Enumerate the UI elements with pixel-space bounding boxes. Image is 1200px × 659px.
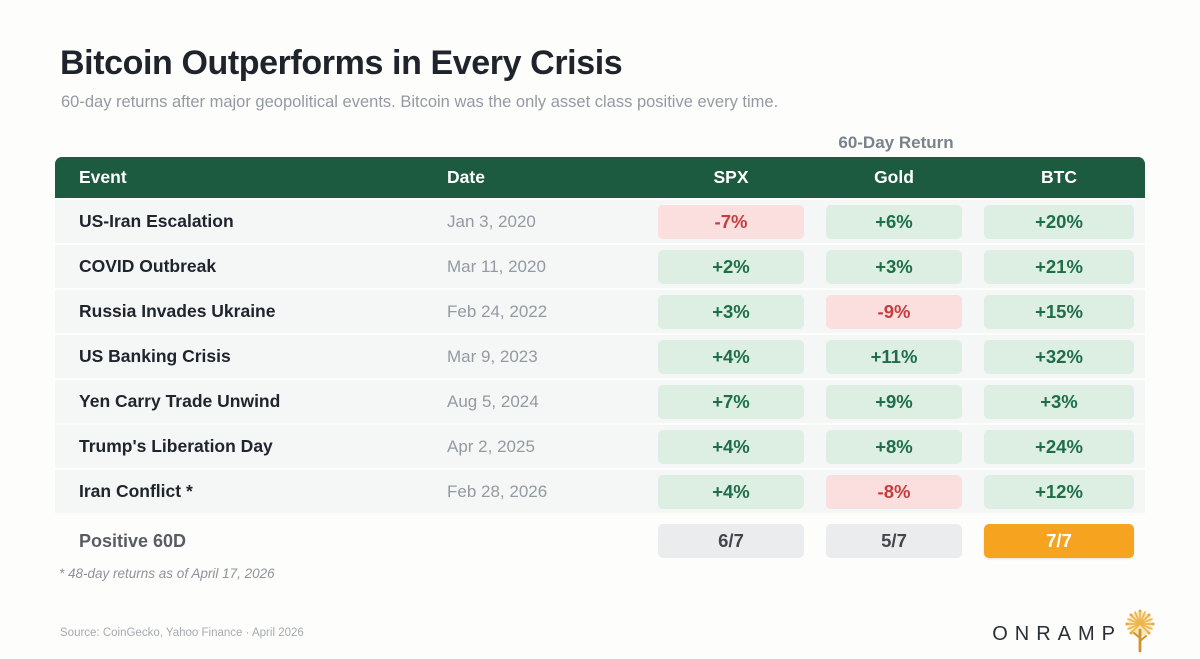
return-cell-spx: -7% <box>658 204 804 239</box>
return-cell-btc: +32% <box>984 339 1134 374</box>
table-row-covid-outbreak: COVID Outbreak Mar 11, 2020 +2% +3% +21% <box>55 245 1145 288</box>
summary-cell-btc: 7/7 <box>984 524 1134 558</box>
table-header-row: Event Date SPX Gold BTC <box>55 157 1145 198</box>
page-title: Bitcoin Outperforms in Every Crisis <box>60 44 623 82</box>
return-cell-spx: +2% <box>658 249 804 284</box>
col-header-event: Event <box>79 167 127 187</box>
col-header-gold: Gold <box>874 167 914 187</box>
return-cell-btc: +20% <box>984 204 1134 239</box>
table-row-us-banking-crisis: US Banking Crisis Mar 9, 2023 +4% +11% +… <box>55 335 1145 378</box>
return-cell-gold: +8% <box>826 429 962 464</box>
date-cell: Mar 9, 2023 <box>447 346 538 366</box>
date-cell: Mar 11, 2020 <box>447 256 546 276</box>
event-cell: US Banking Crisis <box>79 346 231 366</box>
table-row-trumps-liberation-day: Trump's Liberation Day Apr 2, 2025 +4% +… <box>55 425 1145 468</box>
return-cell-spx: +3% <box>658 294 804 329</box>
source-attribution: Source: CoinGecko, Yahoo Finance · April… <box>60 627 304 639</box>
date-cell: Feb 28, 2026 <box>447 481 548 501</box>
return-cell-gold: +11% <box>826 339 962 374</box>
summary-label: Positive 60D <box>79 530 187 551</box>
event-cell: Yen Carry Trade Unwind <box>79 391 281 411</box>
date-cell: Aug 5, 2024 <box>447 391 539 411</box>
group-header-60-day-return: 60-Day Return <box>838 133 954 152</box>
col-header-btc: BTC <box>1041 167 1077 187</box>
summary-cell-spx: 6/7 <box>658 524 804 558</box>
table-row-iran-conflict: Iran Conflict * Feb 28, 2026 +4% -8% +12… <box>55 470 1145 513</box>
event-cell: Russia Invades Ukraine <box>79 301 276 321</box>
date-cell: Apr 2, 2025 <box>447 436 535 456</box>
return-cell-gold: +6% <box>826 204 962 239</box>
event-cell: COVID Outbreak <box>79 256 217 276</box>
table-row-yen-carry-trade-unwind: Yen Carry Trade Unwind Aug 5, 2024 +7% +… <box>55 380 1145 423</box>
page-subtitle: 60-day returns after major geopolitical … <box>61 93 779 111</box>
tree-icon <box>1125 609 1155 653</box>
event-cell: Trump's Liberation Day <box>79 436 273 456</box>
table-row-us-iran-escalation: US-Iran Escalation Jan 3, 2020 -7% +6% +… <box>55 200 1145 243</box>
return-cell-gold: -8% <box>826 474 962 509</box>
return-cell-btc: +24% <box>984 429 1134 464</box>
return-cell-spx: +7% <box>658 384 804 419</box>
return-cell-btc: +15% <box>984 294 1134 329</box>
return-cell-spx: +4% <box>658 429 804 464</box>
date-cell: Jan 3, 2020 <box>447 211 536 231</box>
summary-row-positive-60d: Positive 60D 6/7 5/7 7/7 <box>55 519 1145 563</box>
event-cell: Iran Conflict * <box>79 481 193 501</box>
onramp-logo: ONRAMP <box>992 609 1162 654</box>
table-row-russia-invades-ukraine: Russia Invades Ukraine Feb 24, 2022 +3% … <box>55 290 1145 333</box>
footnote: * 48-day returns as of April 17, 2026 <box>59 566 275 581</box>
date-cell: Feb 24, 2022 <box>447 301 548 321</box>
return-cell-gold: -9% <box>826 294 962 329</box>
logo-wordmark: ONRAMP <box>992 622 1122 645</box>
summary-cell-gold: 5/7 <box>826 524 962 558</box>
event-cell: US-Iran Escalation <box>79 211 234 231</box>
return-cell-spx: +4% <box>658 339 804 374</box>
col-header-date: Date <box>447 167 485 187</box>
col-header-spx: SPX <box>713 167 749 187</box>
return-cell-spx: +4% <box>658 474 804 509</box>
returns-table: 60-Day Return Event Date SPX Gold BTC US… <box>55 133 1145 581</box>
return-cell-btc: +3% <box>984 384 1134 419</box>
return-cell-btc: +21% <box>984 249 1134 284</box>
return-cell-gold: +9% <box>826 384 962 419</box>
return-cell-gold: +3% <box>826 249 962 284</box>
return-cell-btc: +12% <box>984 474 1134 509</box>
